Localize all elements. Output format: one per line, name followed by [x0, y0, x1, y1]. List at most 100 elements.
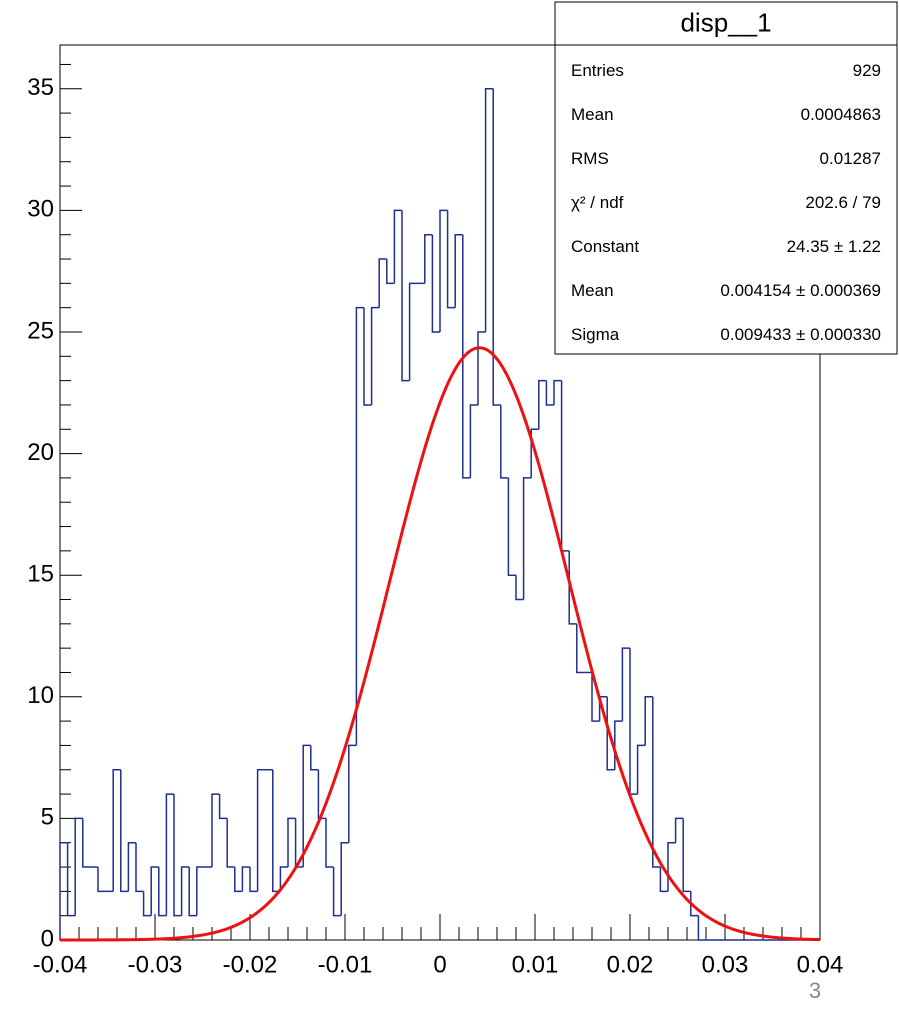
histogram-bin	[576, 623, 585, 674]
histogram-bin	[158, 867, 167, 917]
histogram-bin	[241, 866, 250, 892]
histogram-bin	[439, 209, 448, 332]
histogram-bin	[462, 234, 471, 479]
y-tick-label: 20	[27, 439, 54, 466]
stats-title: disp__1	[680, 7, 771, 37]
x-tick-label: 0.03	[702, 951, 749, 978]
histogram-bin	[234, 867, 243, 893]
histogram-bin	[74, 817, 83, 916]
histogram-bin	[173, 794, 182, 917]
histogram-bin	[120, 769, 129, 893]
x-tick-label: 0.01	[512, 951, 559, 978]
histogram-bin	[560, 380, 570, 552]
stats-value: 202.6 / 79	[805, 193, 881, 212]
histogram-bin	[97, 867, 106, 893]
histogram-bin	[469, 404, 478, 478]
histogram-bin	[522, 477, 532, 600]
histogram-bin	[196, 866, 205, 916]
histogram-bin	[363, 307, 372, 406]
stats-label: Sigma	[571, 325, 620, 344]
histogram-bin	[652, 696, 661, 868]
histogram-bin	[272, 769, 281, 893]
histogram-bin	[325, 818, 334, 868]
histogram-bin	[446, 210, 456, 309]
histogram-bin	[530, 428, 539, 478]
histogram-bin	[484, 88, 494, 332]
histogram-bin	[386, 259, 395, 285]
stats-value: 0.009433 ± 0.000330	[720, 325, 881, 344]
histogram-bin	[340, 841, 349, 916]
x-tick-label: -0.03	[128, 951, 183, 978]
stats-label: Mean	[571, 281, 614, 300]
stats-label: Constant	[571, 237, 639, 256]
histogram-bin	[165, 793, 174, 916]
stats-label: Mean	[571, 105, 614, 124]
histogram-bin	[629, 648, 638, 795]
histogram-bin	[226, 818, 235, 868]
histogram-bin	[355, 306, 364, 746]
stats-label: RMS	[571, 149, 609, 168]
histogram-bin	[553, 379, 562, 405]
histogram-bin	[393, 209, 402, 284]
histogram-bin	[507, 477, 516, 576]
histogram-bin	[66, 842, 76, 917]
histogram-bin	[127, 841, 136, 892]
histogram-bin	[256, 769, 266, 892]
histogram-bin	[370, 306, 380, 405]
stats-value: 0.004154 ± 0.000369	[720, 281, 881, 300]
histogram-bin	[591, 672, 600, 722]
y-tick-label: 10	[27, 682, 54, 709]
histogram-bin	[348, 744, 357, 843]
stats-value: 24.35 ± 1.22	[787, 237, 881, 256]
histogram-bin	[249, 867, 258, 893]
page-number: 3	[809, 978, 821, 1003]
y-tick-label: 30	[27, 196, 54, 223]
histogram-bin	[401, 210, 410, 382]
histogram-bin	[112, 769, 121, 892]
stats-label: χ² / ndf	[571, 193, 624, 212]
histogram-bin	[644, 696, 653, 746]
histogram-bin	[621, 647, 630, 722]
x-tick-label: 0.02	[607, 951, 654, 978]
histogram-bin	[492, 88, 501, 406]
histogram-bin	[454, 233, 463, 308]
histogram-bin	[659, 867, 668, 893]
y-tick-label: 0	[41, 925, 54, 952]
x-tick-label: -0.01	[318, 951, 373, 978]
stats-value: 0.0004863	[801, 105, 881, 124]
histogram-bin	[150, 866, 159, 916]
histogram-bin	[188, 867, 197, 917]
histogram-bin	[477, 331, 486, 405]
histogram-bin	[545, 380, 554, 406]
stats-box	[554, 1, 898, 355]
x-tick-label: -0.04	[33, 951, 88, 978]
histogram-bin	[332, 867, 342, 917]
histogram-bin	[302, 744, 311, 868]
histogram-bin	[180, 866, 190, 916]
x-tick-label: 0.04	[797, 951, 844, 978]
histogram-bin	[82, 818, 91, 868]
histogram-bin	[408, 282, 418, 381]
x-tick-label: -0.02	[223, 951, 278, 978]
histogram-bin	[538, 379, 547, 430]
stats-label: Entries	[571, 61, 624, 80]
fit-curve	[60, 346, 821, 942]
y-tick-label: 15	[27, 561, 54, 588]
histogram-bin	[310, 745, 319, 771]
histogram-bin	[287, 817, 296, 868]
histogram-bin	[218, 794, 228, 820]
histogram-bin	[515, 575, 524, 601]
histogram-bin	[378, 258, 387, 308]
histogram-bin	[636, 744, 646, 795]
histogram-bin	[431, 234, 440, 333]
y-tick-label: 5	[41, 804, 54, 831]
histogram-bin	[135, 842, 144, 893]
y-tick-label: 25	[27, 317, 54, 344]
histogram-bin	[211, 793, 220, 868]
histogram-bin	[500, 404, 509, 479]
stats-value: 0.01287	[820, 149, 881, 168]
histogram-bin	[279, 866, 288, 892]
histogram-bin	[690, 891, 699, 917]
